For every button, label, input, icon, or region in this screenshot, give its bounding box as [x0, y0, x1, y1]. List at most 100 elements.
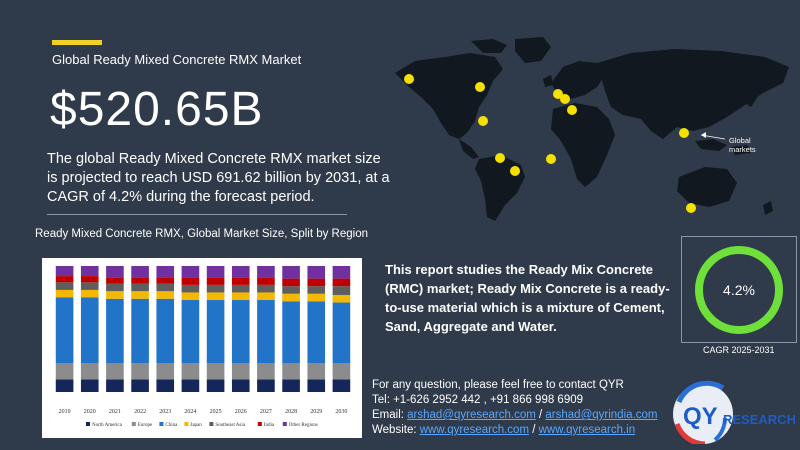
legend-label: India	[264, 423, 275, 428]
bar-segment-southeast-asia-2030	[332, 286, 351, 295]
legend-label: Southeast Asia	[215, 423, 245, 428]
bar-segment-china-2026	[231, 300, 250, 364]
bar-segment-china-2024	[181, 300, 200, 364]
market-marker	[553, 89, 563, 99]
chart-title: Ready Mixed Concrete RMX, Global Market …	[35, 228, 369, 240]
website-link-1[interactable]: www.qyresearch.com	[419, 424, 530, 436]
legend-swatch	[159, 422, 164, 426]
bar-segment-japan-2027	[257, 292, 275, 301]
bar-segment-north-america-2022	[131, 379, 149, 392]
x-tick-label: 2029	[310, 409, 322, 415]
legend-label: Other Regions	[289, 423, 318, 428]
legend-label: China	[165, 423, 178, 428]
x-tick-label: 2025	[210, 409, 222, 415]
legend-swatch	[209, 422, 214, 426]
bar-segment-southeast-asia-2027	[257, 284, 275, 293]
email-link-2[interactable]: arshad@qyrindia.com	[545, 409, 658, 421]
map-label: Global markets	[729, 136, 756, 154]
legend-swatch	[257, 422, 262, 426]
bar-segment-other-regions-2021	[106, 266, 124, 278]
x-tick-label: 2024	[184, 409, 196, 415]
bar-segment-southeast-asia-2029	[307, 286, 326, 294]
bar-segment-india-2029	[307, 278, 326, 287]
bar-segment-china-2030	[332, 302, 351, 364]
bar-segment-japan-2026	[231, 292, 250, 301]
world-map	[395, 37, 789, 221]
bar-segment-north-america-2027	[257, 379, 275, 392]
bar-segment-other-regions-2020	[80, 266, 99, 277]
accent-bar	[52, 40, 102, 45]
bar-segment-europe-2019	[55, 363, 74, 380]
bar-segment-india-2025	[206, 277, 225, 285]
bar-segment-japan-2021	[106, 291, 124, 299]
bar-segment-north-america-2024	[181, 379, 200, 392]
x-tick-label: 2020	[84, 409, 96, 415]
x-tick-label: 2030	[335, 409, 347, 415]
website-link-2[interactable]: www.qyresearch.in	[538, 424, 636, 436]
bar-segment-europe-2022	[131, 363, 149, 380]
bar-segment-southeast-asia-2028	[282, 286, 300, 294]
page-title: Global Ready Mixed Concrete RMX Market	[52, 52, 302, 67]
bar-segment-india-2026	[231, 277, 250, 285]
bar-segment-japan-2020	[80, 289, 99, 298]
bar-segment-europe-2030	[332, 363, 351, 380]
bar-segment-japan-2028	[282, 293, 300, 302]
svg-text:QY: QY	[683, 403, 718, 430]
bar-segment-europe-2024	[181, 363, 200, 380]
chart-panel: 2019 2020 2021 2022 2023 2024 2025 2026 2027 2028…	[42, 258, 362, 438]
x-tick-label: 2021	[109, 409, 121, 415]
bar-segment-india-2020	[80, 276, 99, 283]
stacked-bar-chart: 2019 2020 2021 2022 2023 2024 2025 2026 2027 2028…	[55, 266, 351, 428]
world-map-land	[395, 37, 789, 221]
bar-segment-japan-2025	[206, 292, 225, 301]
bar-segment-china-2019	[55, 297, 74, 364]
x-tick-label: 2023	[159, 409, 171, 415]
legend-swatch	[86, 422, 90, 426]
bar-segment-southeast-asia-2020	[80, 282, 99, 290]
bar-segment-china-2027	[257, 300, 275, 364]
contact-website: Website: www.qyresearch.com / www.qyrese…	[372, 424, 636, 436]
bar-segment-other-regions-2025	[206, 266, 225, 278]
email-link-1[interactable]: arshad@qyresearch.com	[407, 409, 536, 421]
bar-segment-europe-2029	[307, 363, 326, 380]
market-marker	[495, 153, 505, 163]
legend-label: Europe	[138, 423, 153, 428]
bar-segment-north-america-2029	[307, 379, 326, 392]
market-marker	[475, 82, 485, 92]
market-marker	[686, 203, 696, 213]
legend-swatch	[184, 422, 189, 426]
bar-segment-north-america-2025	[206, 379, 225, 392]
bar-segment-japan-2023	[156, 291, 175, 299]
bar-segment-china-2021	[106, 298, 124, 364]
bar-segment-europe-2028	[282, 363, 300, 380]
bar-segment-other-regions-2022	[131, 266, 149, 278]
x-tick-label: 2027	[260, 409, 272, 415]
bar-segment-india-2023	[156, 277, 175, 284]
cagr-gauge: 4.2%	[695, 246, 783, 334]
legend-label: Japan	[190, 423, 202, 428]
x-tick-label: 2026	[235, 409, 247, 415]
bar-segment-japan-2024	[181, 292, 200, 301]
legend-swatch	[131, 422, 136, 426]
market-marker	[546, 154, 556, 164]
x-tick-label: 2028	[285, 409, 297, 415]
bar-segment-japan-2030	[332, 294, 351, 303]
bar-segment-china-2023	[156, 298, 175, 364]
gauge-value: 4.2%	[723, 282, 755, 298]
gauge-ring	[695, 246, 783, 334]
legend-label: North America	[92, 423, 123, 428]
bar-segment-india-2024	[181, 277, 200, 285]
bar-segment-europe-2026	[231, 363, 250, 380]
contact-email: Email: arshad@qyresearch.com / arshad@qy…	[372, 409, 658, 421]
bar-segment-europe-2023	[156, 363, 175, 380]
bar-segment-north-america-2019	[55, 379, 74, 392]
bar-segment-southeast-asia-2019	[55, 282, 74, 290]
gauge-caption: CAGR 2025-2031	[703, 345, 775, 355]
bar-segment-china-2028	[282, 301, 300, 364]
bar-segment-india-2028	[282, 278, 300, 287]
bar-segment-other-regions-2024	[181, 266, 200, 278]
bar-segment-japan-2022	[131, 291, 149, 299]
contact-intro: For any question, please feel free to co…	[372, 379, 624, 391]
bar-segment-other-regions-2028	[282, 266, 300, 279]
divider	[47, 214, 347, 215]
